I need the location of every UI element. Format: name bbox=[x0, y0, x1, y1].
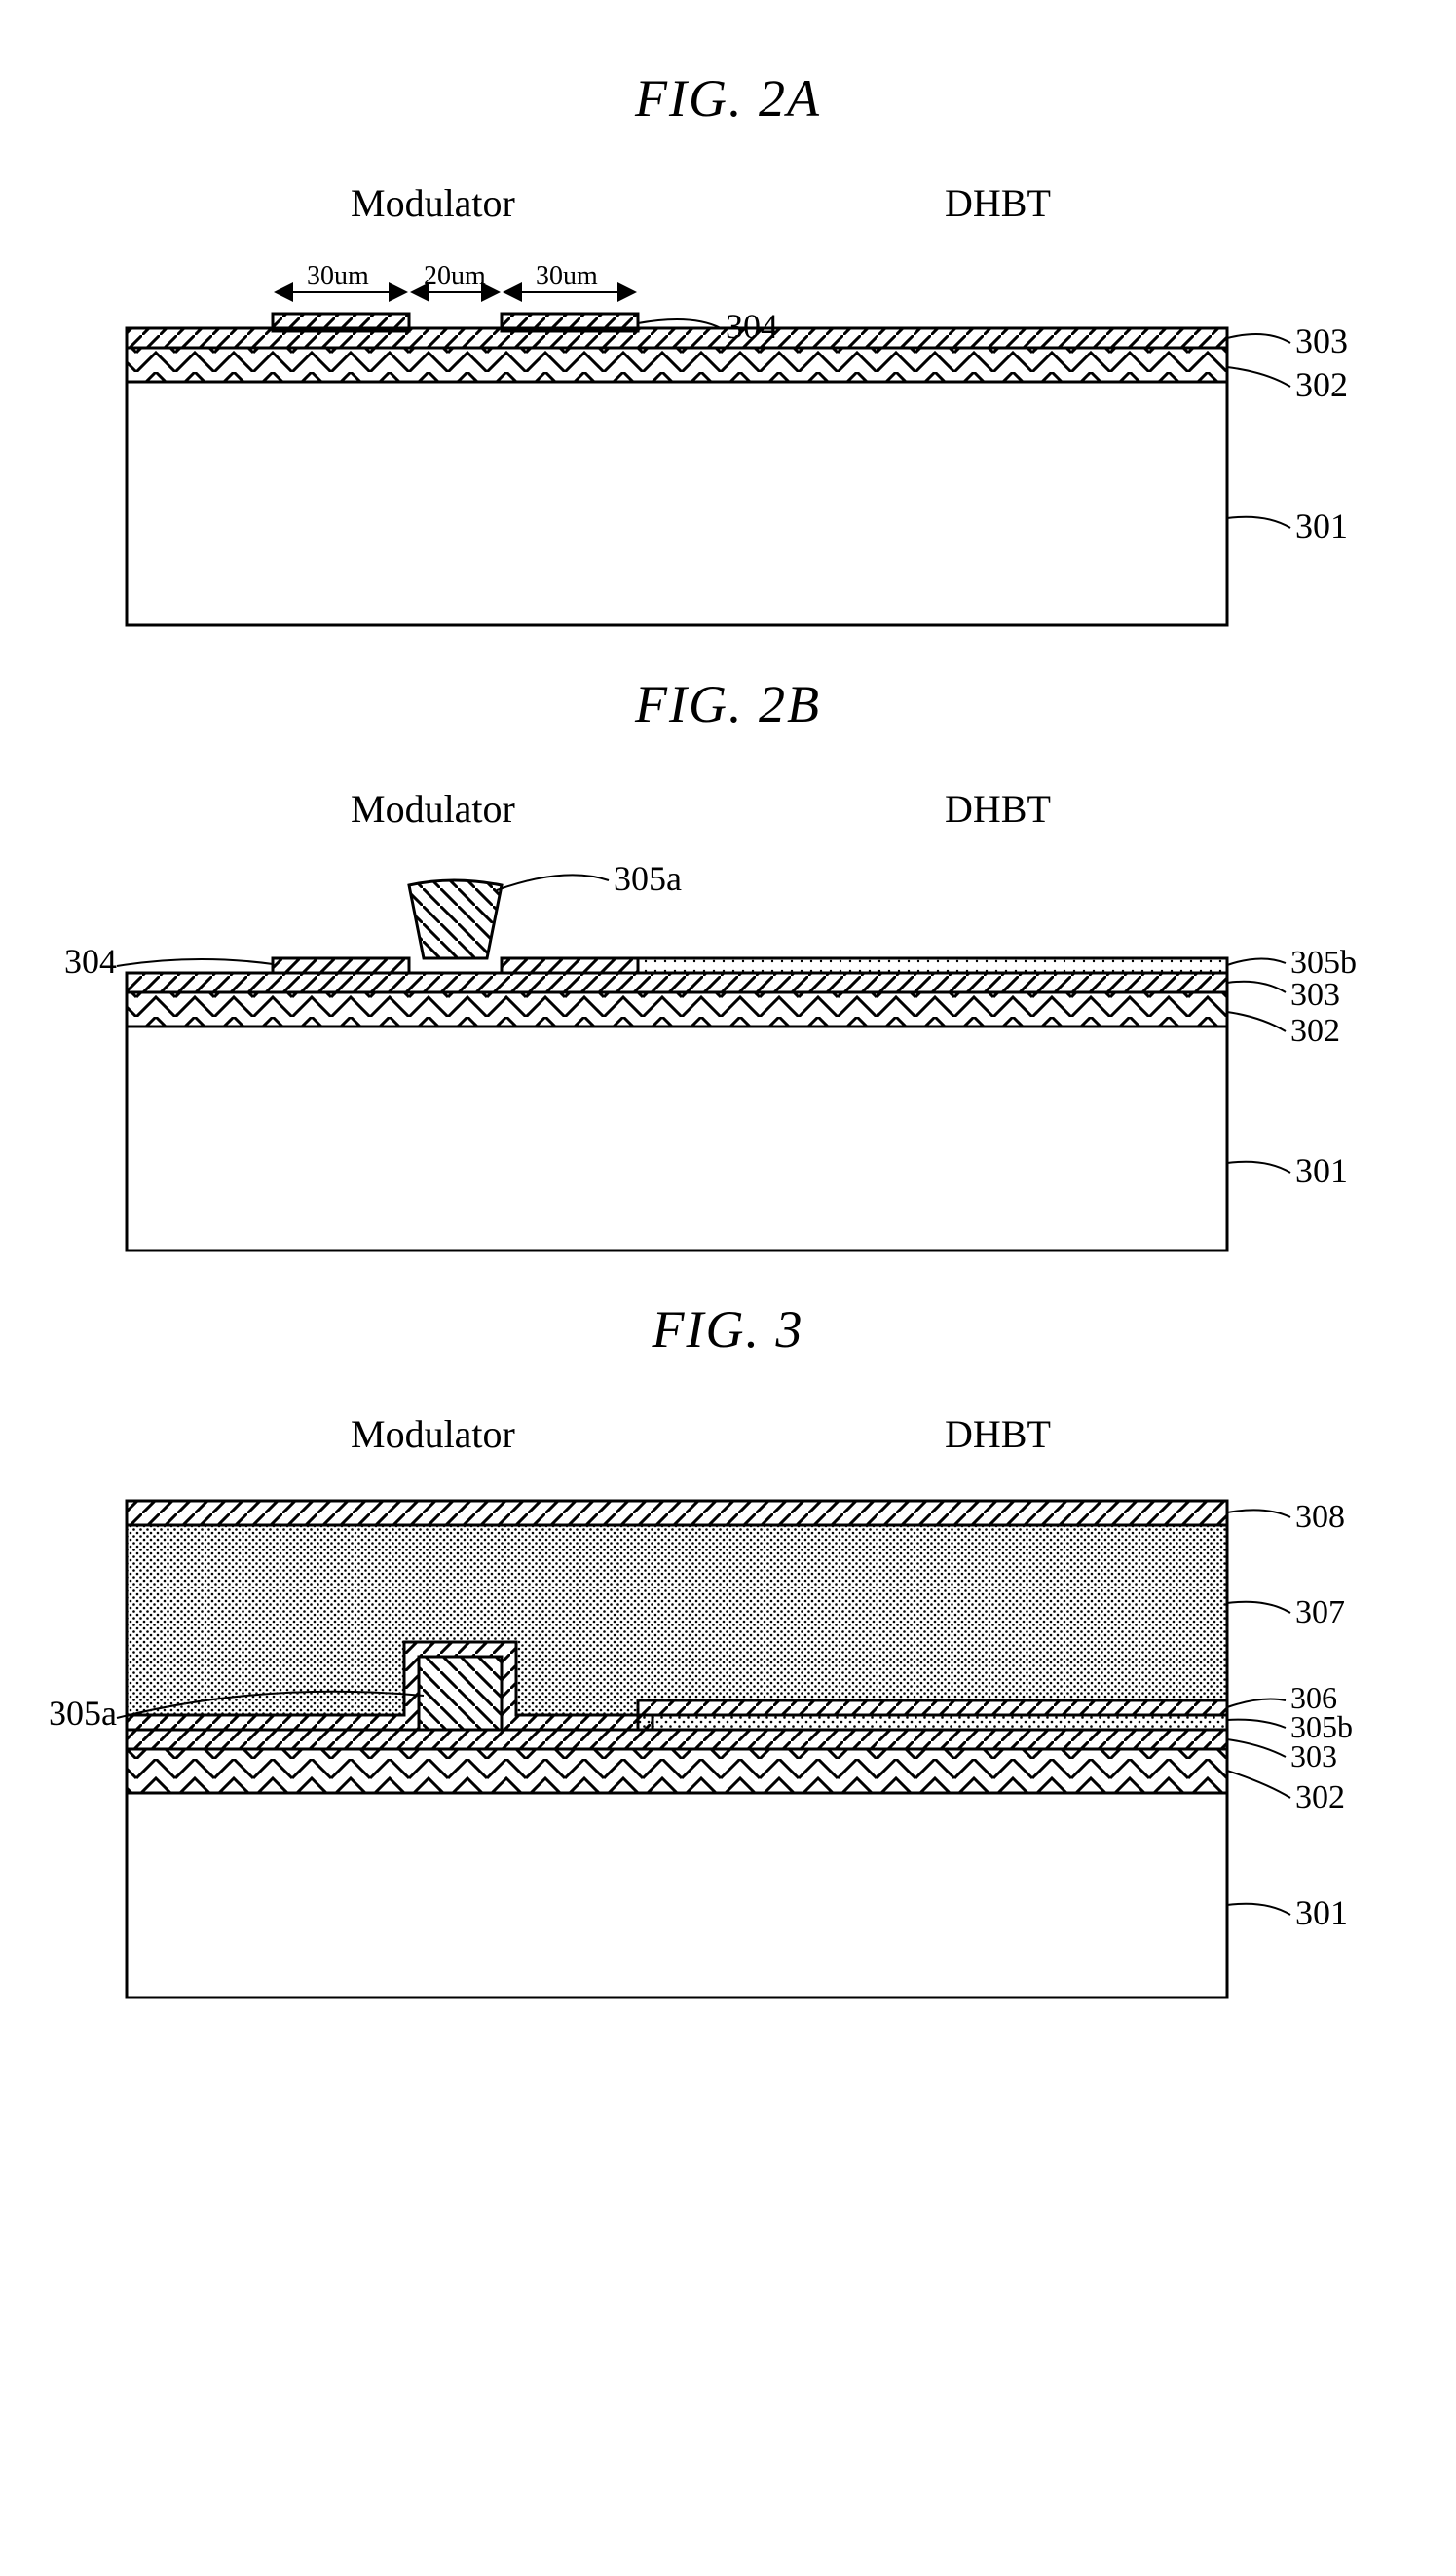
label-302: 302 bbox=[1295, 365, 1348, 404]
layer-305b-c bbox=[638, 1715, 1227, 1730]
leader-301-c bbox=[1227, 1904, 1290, 1915]
pad-304-left-b bbox=[273, 958, 409, 973]
leader-304-b bbox=[117, 959, 273, 966]
label-302-c: 302 bbox=[1295, 1779, 1345, 1815]
label-307-c: 307 bbox=[1295, 1594, 1345, 1630]
leader-306 bbox=[1227, 1699, 1286, 1707]
leader-305a-b bbox=[497, 875, 609, 890]
label-305a-c: 305a bbox=[49, 1694, 117, 1733]
label-301-b: 301 bbox=[1295, 1151, 1348, 1190]
label-301-c: 301 bbox=[1295, 1893, 1348, 1932]
layer-301-c bbox=[127, 1793, 1227, 1997]
dim-30um-left-text: 30um bbox=[307, 261, 369, 291]
fig2b-modulator-label: Modulator bbox=[351, 787, 515, 831]
layer-302-c bbox=[127, 1749, 1227, 1793]
fig3-dhbt-label: DHBT bbox=[945, 1412, 1051, 1456]
leader-303 bbox=[1227, 334, 1290, 343]
layer-303-c bbox=[127, 1730, 1227, 1749]
leader-301 bbox=[1227, 517, 1290, 528]
fig-2a-svg: Modulator DHBT 30um 20um 30um 304 303 30… bbox=[19, 177, 1437, 645]
label-305a-b: 305a bbox=[614, 859, 682, 898]
fig3-modulator-label: Modulator bbox=[351, 1412, 515, 1456]
leader-302-b bbox=[1227, 1012, 1286, 1031]
leader-308 bbox=[1227, 1510, 1290, 1517]
bump-305a-c bbox=[419, 1657, 502, 1730]
pad-304-left bbox=[273, 314, 409, 331]
bump-305a bbox=[409, 880, 502, 958]
label-303-c: 303 bbox=[1290, 1738, 1337, 1773]
layer-302 bbox=[127, 348, 1227, 382]
leader-303-b bbox=[1227, 982, 1286, 992]
leader-301-b bbox=[1227, 1162, 1290, 1173]
leader-307 bbox=[1227, 1602, 1290, 1613]
layer-305b bbox=[638, 958, 1227, 973]
leader-302-c bbox=[1227, 1771, 1290, 1798]
leader-305b-b bbox=[1227, 958, 1286, 965]
layer-301 bbox=[127, 382, 1227, 625]
pad-304-right-b bbox=[502, 958, 638, 973]
layer-307-c bbox=[127, 1525, 1227, 1715]
label-308-c: 308 bbox=[1295, 1499, 1345, 1535]
fig2a-modulator-label: Modulator bbox=[351, 181, 515, 225]
label-304-b: 304 bbox=[64, 942, 117, 981]
pad-304-right bbox=[502, 314, 638, 331]
leader-302 bbox=[1227, 367, 1290, 387]
fig-3-svg: Modulator DHBT 305a 308 307 306 305b 303… bbox=[19, 1408, 1437, 2012]
leader-305b-c bbox=[1227, 1720, 1286, 1728]
fig2b-dhbt-label: DHBT bbox=[945, 787, 1051, 831]
label-301: 301 bbox=[1295, 506, 1348, 545]
label-304: 304 bbox=[726, 307, 778, 346]
label-305b-b: 305b bbox=[1290, 945, 1357, 981]
fig-2b-svg: Modulator DHBT 304 305a 305b 303 302 301 bbox=[19, 783, 1437, 1270]
fig-3-title: FIG. 3 bbox=[19, 1299, 1437, 1360]
page: FIG. 2A Modulator DHBT 30um 20um 30um bbox=[19, 68, 1437, 2012]
layer-302-b bbox=[127, 992, 1227, 1027]
label-303: 303 bbox=[1295, 321, 1348, 360]
dim-20um-text: 20um bbox=[424, 261, 486, 291]
layer-301-b bbox=[127, 1027, 1227, 1251]
fig-2a-title: FIG. 2A bbox=[19, 68, 1437, 129]
label-302-b: 302 bbox=[1290, 1013, 1340, 1049]
leader-303-c bbox=[1227, 1739, 1286, 1757]
layer-308-c bbox=[127, 1501, 1227, 1525]
fig2a-dhbt-label: DHBT bbox=[945, 181, 1051, 225]
dim-30um-right-text: 30um bbox=[536, 261, 598, 291]
label-303-b: 303 bbox=[1290, 977, 1340, 1013]
fig-2b-title: FIG. 2B bbox=[19, 674, 1437, 734]
layer-303-b bbox=[127, 973, 1227, 992]
